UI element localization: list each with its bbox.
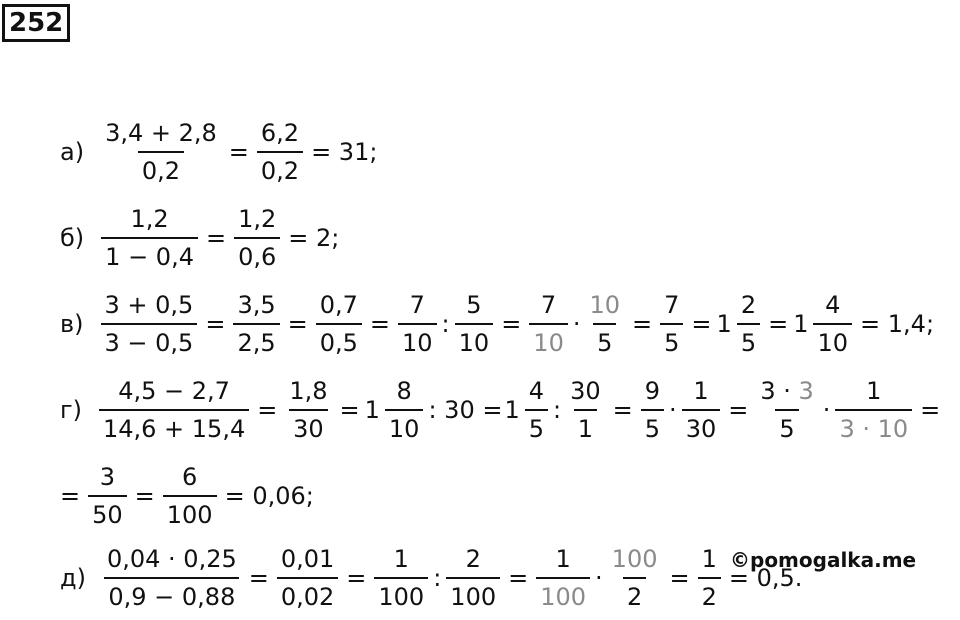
fraction: 7 10 [398,293,437,355]
fraction: 1,2 1 − 0,4 [101,207,198,269]
fraction: 1,2 0,6 [234,207,281,269]
fraction: 1,8 30 [289,377,328,443]
division-expression: : 30 = [428,396,503,424]
equation-label: б) [60,224,85,252]
equals-sign: = [60,482,81,510]
division-sign: : [553,396,562,424]
multiplication-sign: · [822,396,831,424]
fraction: 4,5 − 2,7 14,6 + 15,4 [98,379,250,441]
multiplication-sign: · [669,396,677,424]
fraction: 3 50 [88,465,127,527]
multiplication-sign: · [595,564,603,592]
fraction: 3 + 0,5 3 − 0,5 [100,293,198,355]
fraction: 10 5 [589,291,621,357]
mixed-number: 1 8 10 [365,379,427,441]
fraction: 6 100 [162,465,217,527]
equals-sign: = [501,310,522,338]
fraction: 100 2 [611,545,658,611]
fraction: 0,04 · 0,25 0,9 − 0,88 [103,547,241,609]
equation-g-continued: = 3 50 = 6 100 = 0,06; [60,454,319,538]
division-sign: : [433,564,442,592]
fraction: 7 10 [529,293,568,355]
equals-sign: = [257,396,278,424]
result: = 2; [288,224,340,252]
fraction: 0,7 0,5 [315,293,362,355]
equation-label: д) [60,564,86,592]
equals-sign: = [728,396,749,424]
result: = 0,5. [728,564,803,592]
fraction: 3 · 3 5 [760,377,814,443]
fraction: 1 100 [536,547,591,609]
equation-g: г) 4,5 − 2,7 14,6 + 15,4 = 1,8 30 = 1 8 10 … [60,368,945,452]
mixed-number: 1 4 10 [793,293,855,355]
equals-sign: = [920,396,941,424]
equation-label: в) [60,310,84,338]
equals-sign: = [369,310,390,338]
equation-label: г) [60,396,82,424]
equals-sign: = [248,564,269,592]
problem-number: 252 [2,4,71,42]
fraction: 30 1 [570,377,601,443]
equals-sign: = [691,310,712,338]
division-sign: : [441,310,450,338]
equation-a: а) 3,4 + 2,8 0,2 = 6,2 0,2 = 31; [60,110,382,194]
fraction: 5 10 [454,293,494,355]
fraction: 6,2 0,2 [256,121,304,183]
equals-sign: = [205,310,226,338]
equals-sign: = [346,564,367,592]
fraction: 1 30 [681,379,721,441]
watermark: ©pomogalka.me [730,548,917,572]
equals-sign: = [632,310,653,338]
equals-sign: = [205,224,227,252]
fraction: 3,4 + 2,8 0,2 [105,119,217,185]
equals-sign: = [669,564,690,592]
fraction: 0,01 0,02 [276,547,339,609]
fraction: 3,5 2,5 [233,293,280,355]
equation-b: б) 1,2 1 − 0,4 = 1,2 0,6 = 2; [60,196,344,280]
equation-label: а) [60,138,85,166]
equals-sign: = [508,564,529,592]
equals-sign: = [768,310,789,338]
fraction: 1 100 [374,547,429,609]
equals-sign: = [287,310,308,338]
fraction: 2 100 [446,547,501,609]
result: = 31; [311,138,378,166]
equals-sign: = [612,396,633,424]
equals-sign: = [228,138,249,166]
multiplication-sign: · [572,310,581,338]
result: = 0,06; [224,482,314,510]
equals-sign: = [134,482,155,510]
result: = 1,4; [860,310,935,338]
equals-sign: = [339,396,360,424]
